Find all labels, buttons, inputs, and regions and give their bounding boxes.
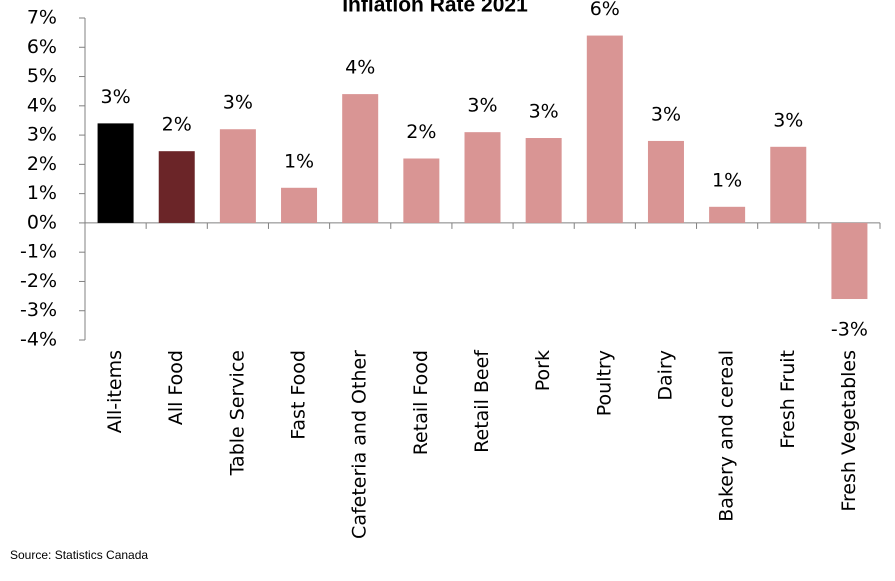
bar	[586, 35, 623, 223]
value-label: 1%	[712, 169, 742, 191]
x-tick-label: Cafeteria and Other	[349, 350, 371, 539]
value-label: -3%	[831, 319, 868, 341]
y-tick-label: -4%	[20, 329, 57, 351]
bar	[281, 187, 318, 223]
bar	[647, 140, 684, 223]
bar	[831, 222, 868, 300]
x-tick-label: Dairy	[654, 350, 676, 401]
value-label: 6%	[590, 0, 620, 20]
value-label: 1%	[284, 150, 314, 172]
x-tick-label: Pork	[532, 350, 554, 391]
x-tick-label: Retail Beef	[471, 349, 493, 453]
bar	[158, 151, 195, 223]
y-tick-label: -2%	[20, 270, 57, 292]
y-tick-label: 5%	[27, 65, 57, 87]
bar	[464, 132, 501, 223]
y-tick-label: 0%	[27, 211, 57, 233]
bar	[97, 123, 134, 223]
bar	[342, 94, 379, 223]
y-tick-label: 3%	[27, 124, 57, 146]
value-label: 4%	[345, 57, 375, 79]
x-tick-label: Retail Food	[410, 350, 432, 455]
bar	[709, 206, 746, 223]
x-tick-label: Table Service	[226, 350, 248, 476]
value-label: 3%	[223, 92, 253, 114]
bar	[525, 138, 562, 223]
value-label: 3%	[529, 101, 559, 123]
value-label: 3%	[467, 95, 497, 117]
bar	[219, 129, 256, 223]
x-tick-label: All Food	[165, 350, 187, 425]
bar	[770, 146, 807, 223]
value-label: 2%	[406, 121, 436, 143]
y-tick-label: -3%	[20, 299, 57, 321]
x-tick-label: Bakery and cereal	[716, 350, 738, 522]
y-tick-label: 4%	[27, 94, 57, 116]
value-label: 3%	[100, 86, 130, 108]
y-tick-label: 1%	[27, 182, 57, 204]
x-tick-label: Fast Food	[288, 350, 310, 440]
x-tick-label: Poultry	[593, 350, 615, 416]
chart-title: Inflation Rate 2021	[342, 0, 528, 17]
x-tick-label: Fresh Fruit	[777, 350, 799, 449]
value-label: 3%	[773, 109, 803, 131]
y-tick-label: 2%	[27, 153, 57, 175]
bar	[403, 158, 440, 223]
value-label: 2%	[162, 114, 192, 136]
y-tick-label: -1%	[20, 241, 57, 263]
source-note: Source: Statistics Canada	[10, 548, 148, 562]
y-tick-label: 7%	[27, 7, 57, 29]
value-label: 3%	[651, 103, 681, 125]
y-tick-label: 6%	[27, 36, 57, 58]
x-tick-label: All-items	[104, 350, 126, 433]
x-tick-label: Fresh Vegetables	[838, 350, 860, 512]
